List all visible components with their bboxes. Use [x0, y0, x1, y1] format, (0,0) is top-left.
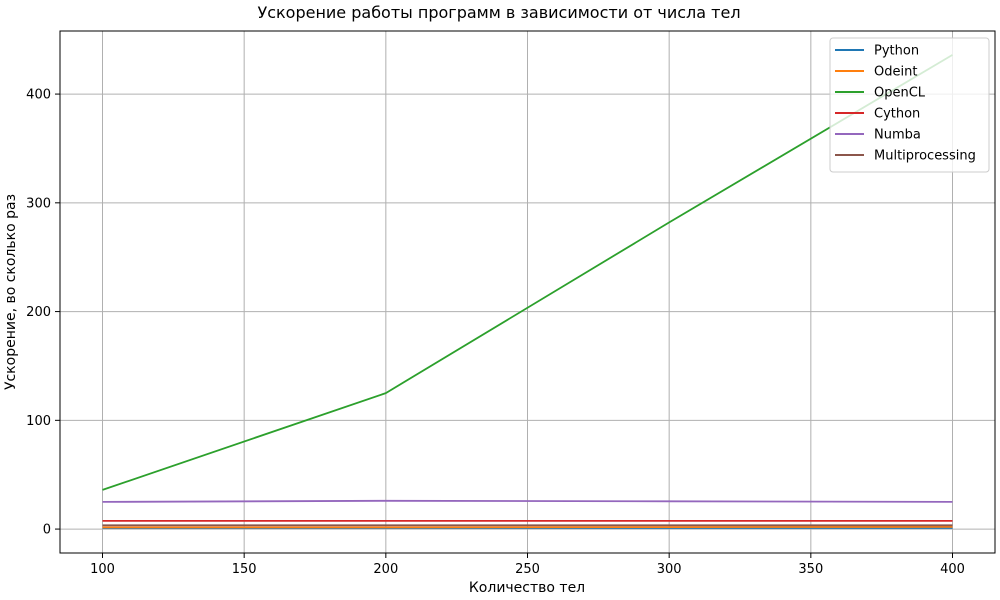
legend-label-cython: Cython [874, 107, 920, 122]
legend-label-opencl: OpenCL [874, 86, 926, 101]
y-tick-label: 200 [26, 305, 51, 320]
legend-label-numba: Numba [874, 128, 921, 143]
y-tick-label: 0 [43, 523, 51, 538]
series-lines [102, 54, 953, 529]
x-tick-label: 100 [90, 562, 115, 577]
x-tick-label: 250 [515, 562, 540, 577]
x-tick-label: 150 [232, 562, 257, 577]
y-tick-label: 400 [26, 88, 51, 103]
y-tick-label: 300 [26, 196, 51, 211]
grid-lines [60, 31, 995, 553]
x-tick-label: 400 [940, 562, 965, 577]
series-line-odeint [102, 526, 953, 529]
x-tick-label: 350 [798, 562, 823, 577]
y-tick-label: 100 [26, 414, 51, 429]
legend-box [829, 37, 990, 173]
x-axis-label: Количество тел [469, 580, 585, 596]
legend-label-odeint: Odeint [874, 65, 917, 80]
legend: Python Odeint OpenCL Cython Numba Multiproces… [829, 37, 990, 173]
chart-title: Ускорение работы программ в зависимости … [257, 3, 740, 22]
x-tick-label: 300 [657, 562, 682, 577]
series-line-numba [102, 499, 953, 503]
series-line-opencl [102, 54, 953, 491]
axis-ticks: 100 150 200 250 300 350 400 0 100 200 300 400 [26, 88, 965, 577]
legend-label-python: Python [874, 44, 919, 59]
legend-label-multiprocessing: Multiprocessing [874, 149, 976, 164]
y-axis-label: Ускорение, во сколько раз [3, 194, 19, 390]
x-tick-label: 200 [373, 562, 398, 577]
